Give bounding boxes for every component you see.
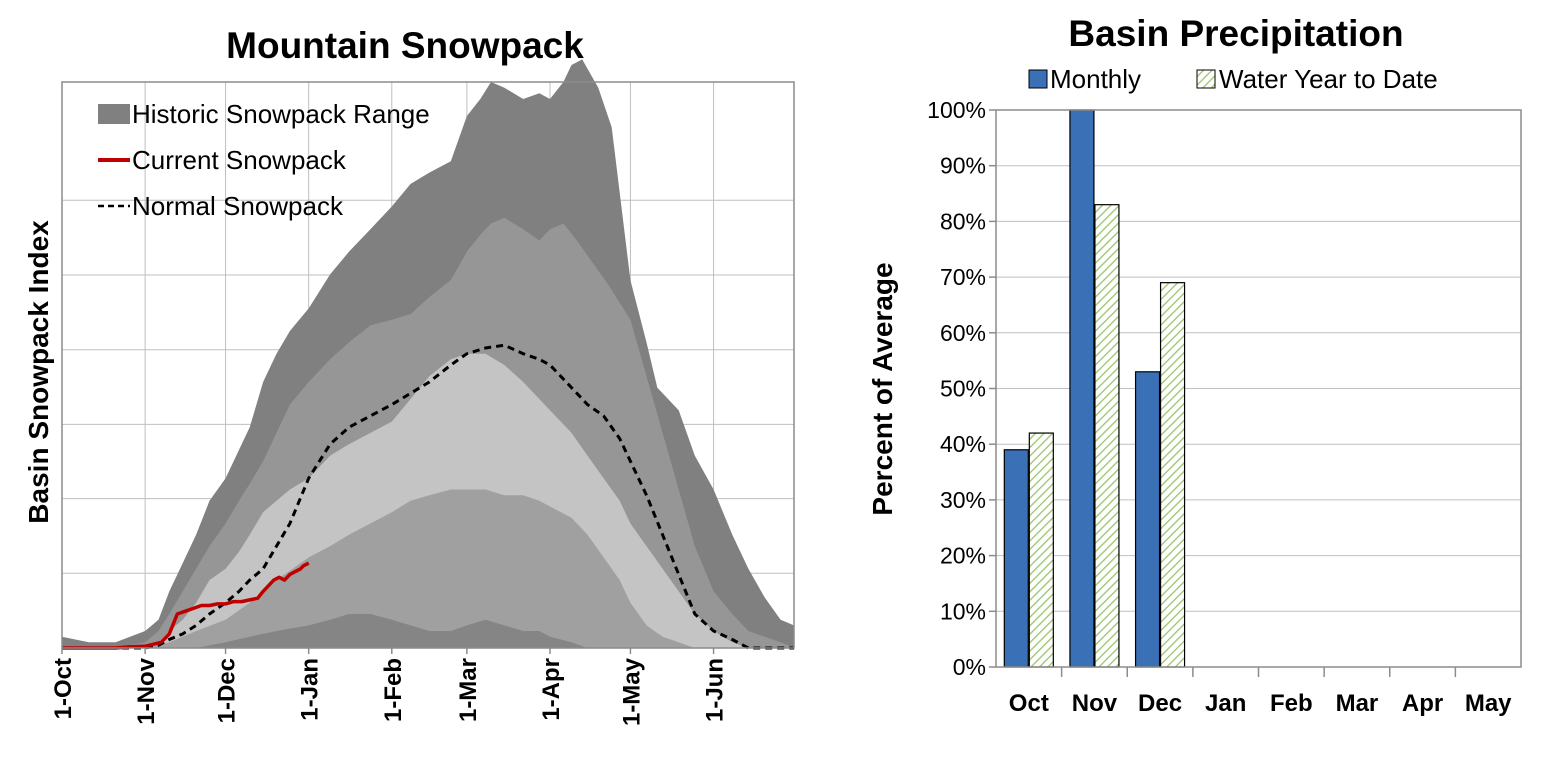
wytd-bar-nov <box>1094 204 1120 668</box>
legend-wytd-label: Water Year to Date <box>1219 64 1438 94</box>
legend-normal-label: Normal Snowpack <box>132 191 344 221</box>
precip-x-tick-label: Mar <box>1336 690 1379 717</box>
wytd-bar-dec <box>1159 282 1186 668</box>
precip-x-tick-label: Jan <box>1205 690 1246 717</box>
precip-x-tick-label: Apr <box>1402 690 1443 717</box>
precip-bars <box>1003 109 1186 668</box>
snowpack-x-tick-label: 1-Oct <box>50 658 77 719</box>
snowpack-y-axis-title: Basin Snowpack Index <box>23 220 54 524</box>
precip-y-tick-label: 40% <box>940 431 986 457</box>
precip-x-tick-label: May <box>1465 690 1512 717</box>
monthly-bar-oct <box>1003 449 1029 668</box>
snowpack-band-min <box>62 614 794 648</box>
snowpack-chart: Mountain Snowpack Basin Snowpack Index 1… <box>23 25 795 726</box>
snowpack-legend: Historic Snowpack Range Current Snowpack… <box>98 99 430 221</box>
monthly-bar-dec <box>1134 371 1161 668</box>
snowpack-range-bands <box>62 59 794 649</box>
snowpack-x-tick-label: 1-May <box>618 657 645 726</box>
monthly-bar-nov <box>1069 109 1095 668</box>
snowpack-x-tick-label: 1-Jun <box>702 658 729 722</box>
legend-historic-label: Historic Snowpack Range <box>132 99 430 129</box>
current-snowpack-line <box>62 561 310 650</box>
precip-title: Basin Precipitation <box>1068 13 1403 54</box>
legend-monthly-label: Monthly <box>1050 64 1141 94</box>
precip-x-tick-label: Nov <box>1072 690 1118 717</box>
precip-y-axis-title: Percent of Average <box>867 262 898 515</box>
precip-y-tick-label: 0% <box>953 654 986 680</box>
precip-legend: Monthly Water Year to Date <box>1028 64 1438 94</box>
precip-y-tick-label: 100% <box>927 97 986 123</box>
snowpack-x-ticks: 1-Oct 1-Nov 1-Dec 1-Jan 1-Feb 1-Mar 1-Apr 1-May… <box>50 648 729 726</box>
precip-y-tick-label: 30% <box>940 487 986 513</box>
legend-wytd-swatch <box>1196 69 1216 89</box>
snowpack-title: Mountain Snowpack <box>226 25 584 66</box>
precip-x-tick-label: Dec <box>1138 690 1182 717</box>
precip-x-ticks: Oct Nov Dec Jan Feb Mar Apr May <box>1009 667 1512 717</box>
legend-current-label: Current Snowpack <box>132 145 347 175</box>
legend-monthly-swatch <box>1028 69 1048 89</box>
precip-x-tick-label: Feb <box>1270 690 1313 717</box>
precip-y-tick-label: 60% <box>940 320 986 346</box>
wytd-bar-oct <box>1028 432 1054 668</box>
snowpack-band-low <box>62 489 794 648</box>
precip-y-tick-label: 10% <box>940 598 986 624</box>
snowpack-plot-frame <box>61 81 795 649</box>
precip-y-tick-label: 50% <box>940 376 986 402</box>
snowpack-x-tick-label: 1-Dec <box>214 658 241 723</box>
precip-y-tick-label: 70% <box>940 264 986 290</box>
snowpack-x-tick-label: 1-Feb <box>380 658 407 722</box>
precip-y-tick-label: 20% <box>940 543 986 569</box>
precip-x-tick-label: Oct <box>1009 690 1049 717</box>
snowpack-x-tick-label: 1-Jan <box>297 658 324 721</box>
precip-y-tick-label: 80% <box>940 208 986 234</box>
precip-y-ticks: 0% 10% 20% 30% 40% 50% 60% 70% 80% 90% 100% <box>927 97 996 680</box>
snowpack-lines <box>62 343 794 650</box>
precip-chart: Basin Precipitation Percent of Average M… <box>867 13 1522 717</box>
legend-historic-swatch <box>98 104 130 124</box>
snowpack-x-tick-label: 1-Nov <box>133 657 160 724</box>
precip-y-tick-label: 90% <box>940 153 986 179</box>
snowpack-x-tick-label: 1-Mar <box>455 658 482 722</box>
snowpack-x-tick-label: 1-Apr <box>538 658 565 721</box>
